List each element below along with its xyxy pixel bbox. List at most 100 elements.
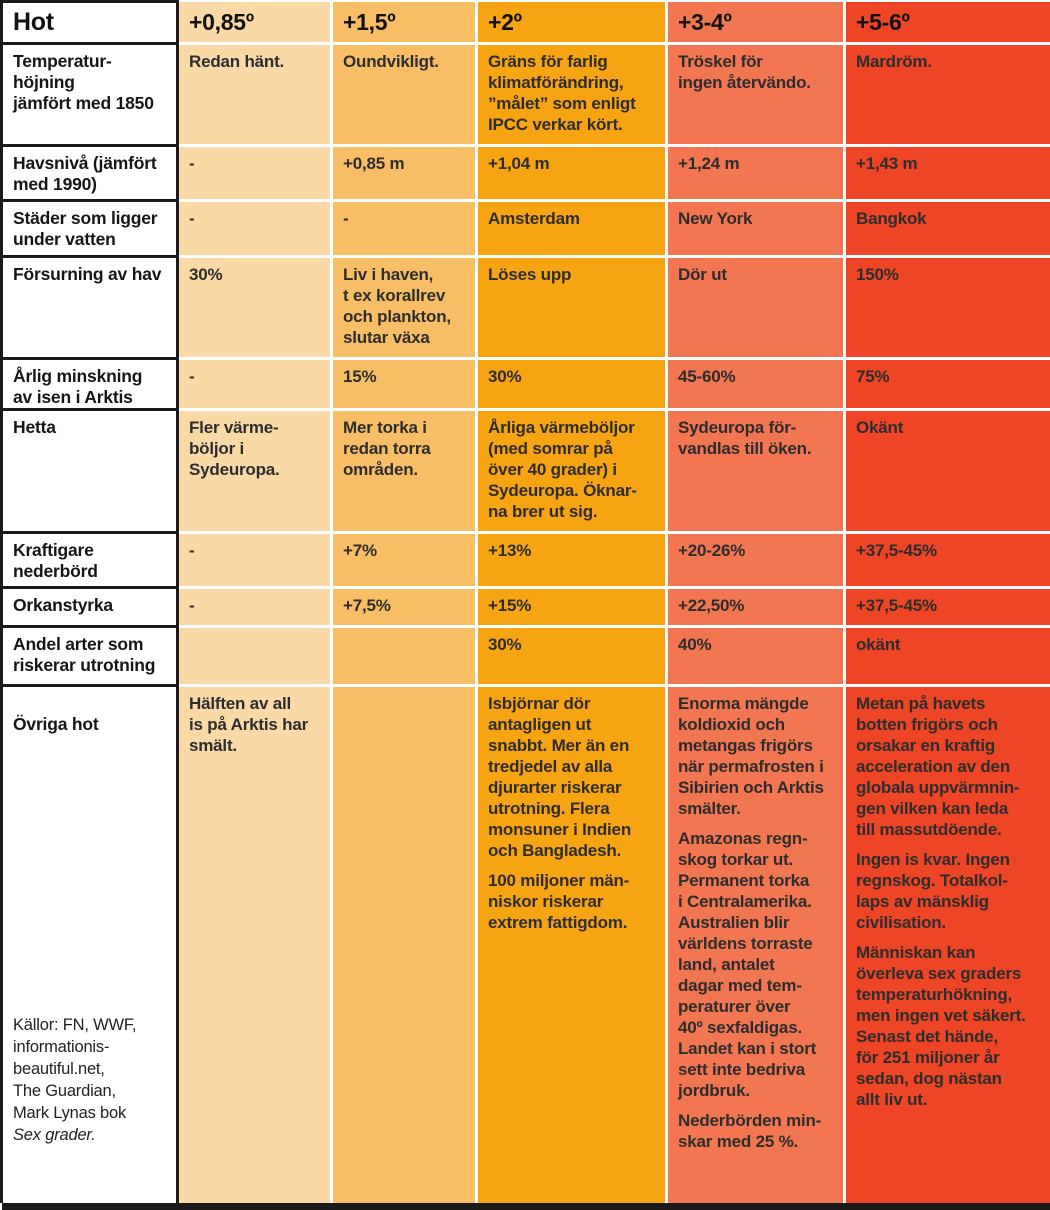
cell-paragraph: -: [189, 366, 322, 387]
cell-paragraph: Tröskel för ingen återvändo.: [678, 51, 835, 93]
cell-paragraph: +37,5-45%: [856, 595, 1044, 616]
table-cell: -: [178, 359, 332, 410]
table-cell: Mardröm.: [845, 44, 1050, 146]
cell-paragraph: +37,5-45%: [856, 540, 1044, 561]
column-header-085: +0,85º: [178, 2, 332, 44]
cell-paragraph: +7,5%: [343, 595, 467, 616]
table-cell: +20-26%: [667, 533, 845, 588]
table-cell: +37,5-45%: [845, 588, 1050, 627]
row-label: Städer som ligger under vatten: [2, 201, 178, 257]
table-cell: Enorma mängde koldioxid och metangas fri…: [667, 686, 845, 1204]
table-cell: Gräns för farlig klimatförändring, ”måle…: [477, 44, 667, 146]
row-label-text: Övriga hot: [13, 714, 170, 735]
table-cell: Amsterdam: [477, 201, 667, 257]
table-cell: +13%: [477, 533, 667, 588]
row-label: Försurning av hav: [2, 257, 178, 359]
row-label: Andel arter som riskerar utrotning: [2, 627, 178, 686]
cell-paragraph: 15%: [343, 366, 467, 387]
table-row: Hetta Fler värme- böljor i Sydeuropa. Me…: [2, 410, 1050, 533]
table-cell: +15%: [477, 588, 667, 627]
table-row: Orkanstyrka - +7,5% +15% +22,50% +37,5-4…: [2, 588, 1050, 627]
header-row: Hot +0,85º +1,5º +2º +3-4º +5-6º: [2, 2, 1050, 44]
table-cell: +7,5%: [332, 588, 477, 627]
sources-text: Källor: FN, WWF, informationis- beautifu…: [13, 1016, 136, 1122]
cell-paragraph: Isbjörnar dör antagligen ut snabbt. Mer …: [488, 693, 657, 861]
table-row: Kraftigare nederbörd - +7% +13% +20-26% …: [2, 533, 1050, 588]
cell-paragraph: +13%: [488, 540, 657, 561]
table-cell: 15%: [332, 359, 477, 410]
cell-paragraph: Mer torka i redan torra områden.: [343, 417, 467, 480]
table-cell: Löses upp: [477, 257, 667, 359]
cell-paragraph: Enorma mängde koldioxid och metangas fri…: [678, 693, 835, 819]
table-cell: 75%: [845, 359, 1050, 410]
cell-paragraph: Hälften av all is på Arktis har smält.: [189, 693, 322, 756]
cell-paragraph: 30%: [189, 264, 322, 285]
table-cell: Oundvikligt.: [332, 44, 477, 146]
table-cell: Dör ut: [667, 257, 845, 359]
table-cell: -: [178, 146, 332, 201]
column-header-2: +2º: [477, 2, 667, 44]
cell-paragraph: 100 miljoner män- niskor riskerar extrem…: [488, 870, 657, 933]
cell-paragraph: New York: [678, 208, 835, 229]
table-row: Försurning av hav 30% Liv i haven, t ex …: [2, 257, 1050, 359]
cell-paragraph: 30%: [488, 634, 657, 655]
table-cell: 30%: [477, 359, 667, 410]
cell-paragraph: +7%: [343, 540, 467, 561]
table-cell: +1,43 m: [845, 146, 1050, 201]
table-cell: -: [178, 533, 332, 588]
row-label: Havsnivå (jämfört med 1990): [2, 146, 178, 201]
row-label: Temperatur- höjning jämfört med 1850: [2, 44, 178, 146]
table-cell: -: [332, 201, 477, 257]
cell-paragraph: Okänt: [856, 417, 1044, 438]
table-cell: 40%: [667, 627, 845, 686]
cell-paragraph: +22,50%: [678, 595, 835, 616]
table-cell: Okänt: [845, 410, 1050, 533]
cell-paragraph: Oundvikligt.: [343, 51, 467, 72]
row-label: Hetta: [2, 410, 178, 533]
table-row: Havsnivå (jämfört med 1990) - +0,85 m +1…: [2, 146, 1050, 201]
table-title: Hot: [2, 2, 178, 44]
cell-paragraph: Amsterdam: [488, 208, 657, 229]
cell-paragraph: +1,04 m: [488, 153, 657, 174]
cell-paragraph: Nederbörden min- skar med 25 %.: [678, 1110, 835, 1152]
table-cell: +37,5-45%: [845, 533, 1050, 588]
table-cell: Hälften av all is på Arktis har smält.: [178, 686, 332, 1204]
table-row: Städer som ligger under vatten - - Amste…: [2, 201, 1050, 257]
cell-paragraph: -: [189, 208, 322, 229]
table-cell: +1,04 m: [477, 146, 667, 201]
row-label: Årlig minskning av isen i Arktis: [2, 359, 178, 410]
cell-paragraph: +0,85 m: [343, 153, 467, 174]
table-row: Övriga hot Källor: FN, WWF, informationi…: [2, 686, 1050, 1204]
cell-paragraph: Löses upp: [488, 264, 657, 285]
table-cell: Mer torka i redan torra områden.: [332, 410, 477, 533]
column-header-56: +5-6º: [845, 2, 1050, 44]
cell-paragraph: -: [189, 153, 322, 174]
table-cell: okänt: [845, 627, 1050, 686]
table-row: Andel arter som riskerar utrotning 30% 4…: [2, 627, 1050, 686]
table-cell: Redan hänt.: [178, 44, 332, 146]
cell-paragraph: 150%: [856, 264, 1044, 285]
table-cell: +22,50%: [667, 588, 845, 627]
sources-note: Källor: FN, WWF, informationis- beautifu…: [13, 992, 170, 1182]
cell-paragraph: +15%: [488, 595, 657, 616]
cell-paragraph: okänt: [856, 634, 1044, 655]
table-cell: Isbjörnar dör antagligen ut snabbt. Mer …: [477, 686, 667, 1204]
cell-paragraph: Mardröm.: [856, 51, 1044, 72]
table-cell: -: [178, 588, 332, 627]
cell-paragraph: -: [189, 540, 322, 561]
table-cell: New York: [667, 201, 845, 257]
table-cell: 150%: [845, 257, 1050, 359]
cell-paragraph: Dör ut: [678, 264, 835, 285]
table-cell: +7%: [332, 533, 477, 588]
cell-paragraph: Sydeuropa för- vandlas till öken.: [678, 417, 835, 459]
column-header-15: +1,5º: [332, 2, 477, 44]
row-label: Orkanstyrka: [2, 588, 178, 627]
table-cell: 30%: [178, 257, 332, 359]
table-cell: Årliga värmeböljor (med somrar på över 4…: [477, 410, 667, 533]
cell-paragraph: 40%: [678, 634, 835, 655]
table-cell: Fler värme- böljor i Sydeuropa.: [178, 410, 332, 533]
cell-paragraph: 30%: [488, 366, 657, 387]
cell-paragraph: Fler värme- böljor i Sydeuropa.: [189, 417, 322, 480]
table-cell: [332, 627, 477, 686]
